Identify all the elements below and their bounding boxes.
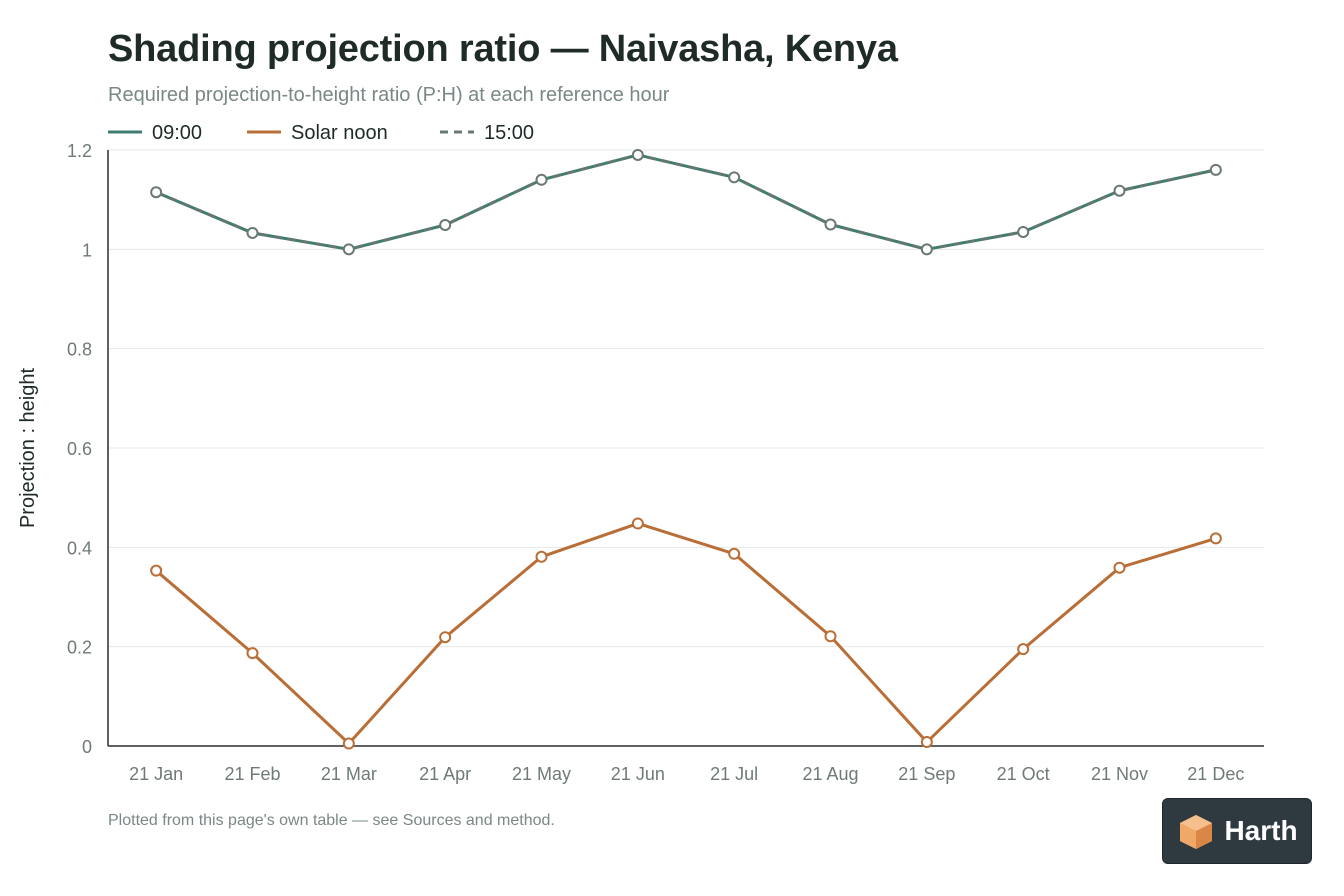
y-tick-label: 0.6 bbox=[67, 439, 92, 459]
data-point bbox=[631, 148, 644, 161]
data-point bbox=[920, 243, 933, 256]
gridlines bbox=[108, 149, 1264, 648]
data-point bbox=[150, 186, 163, 199]
x-tick-label: 21 Nov bbox=[1091, 764, 1148, 784]
x-tick-label: 21 Jul bbox=[710, 764, 758, 784]
legend-label: 09:00 bbox=[152, 122, 202, 144]
data-point bbox=[1209, 532, 1222, 545]
y-tick-label: 0 bbox=[82, 737, 92, 757]
y-tick-labels: 0 0.2 0.4 0.6 0.8 1 1.2 bbox=[67, 141, 92, 757]
x-tick-labels: 21 Jan 21 Feb 21 Mar 21 Apr 21 May 21 Jun 21 J… bbox=[129, 764, 1244, 784]
x-tick-label: 21 May bbox=[512, 764, 571, 784]
brand-badge[interactable]: Harth bbox=[1162, 798, 1312, 864]
data-point bbox=[1209, 163, 1222, 176]
axes bbox=[107, 150, 1264, 747]
y-tick-label: 0.4 bbox=[67, 538, 92, 558]
data-point bbox=[1113, 184, 1126, 197]
data-point bbox=[1017, 643, 1030, 656]
legend-label: 15:00 bbox=[484, 122, 534, 144]
house-cube-icon bbox=[1180, 815, 1213, 849]
data-point bbox=[342, 737, 355, 750]
data-point bbox=[728, 547, 741, 560]
x-tick-label: 21 Apr bbox=[419, 764, 471, 784]
series-layer bbox=[150, 148, 1222, 750]
x-tick-label: 21 Aug bbox=[802, 764, 858, 784]
data-point bbox=[439, 218, 452, 231]
x-tick-label: 21 Jan bbox=[129, 764, 183, 784]
data-point bbox=[342, 243, 355, 256]
y-tick-label: 1.2 bbox=[67, 141, 92, 161]
data-point bbox=[920, 736, 933, 749]
data-point bbox=[728, 171, 741, 184]
data-point bbox=[439, 631, 452, 644]
x-tick-label: 21 Jun bbox=[611, 764, 665, 784]
data-point bbox=[535, 173, 548, 186]
series-line bbox=[155, 153, 1217, 251]
data-point bbox=[246, 647, 259, 660]
series-line bbox=[155, 521, 1217, 746]
y-tick-label: 0.2 bbox=[67, 638, 92, 658]
y-tick-label: 1 bbox=[82, 240, 92, 260]
x-tick-label: 21 Mar bbox=[321, 764, 377, 784]
chart-title: Shading projection ratio — Naivasha, Ken… bbox=[108, 28, 898, 70]
data-point bbox=[246, 226, 259, 239]
x-tick-label: 21 Oct bbox=[997, 764, 1050, 784]
data-point bbox=[1017, 225, 1030, 238]
data-point bbox=[535, 550, 548, 563]
y-axis-label: Projection : height bbox=[17, 368, 39, 529]
chart-subtitle: Required projection-to-height ratio (P:H… bbox=[108, 84, 670, 106]
data-point bbox=[631, 517, 644, 530]
x-tick-label: 21 Dec bbox=[1187, 764, 1244, 784]
source-note: Plotted from this page's own table — see… bbox=[108, 812, 555, 829]
x-tick-label: 21 Feb bbox=[224, 764, 280, 784]
series-line bbox=[155, 153, 1217, 251]
y-tick-label: 0.8 bbox=[67, 340, 92, 360]
data-point bbox=[824, 630, 837, 643]
data-point bbox=[150, 564, 163, 577]
brand-name: Harth bbox=[1224, 815, 1298, 846]
legend-label: Solar noon bbox=[291, 122, 388, 144]
x-tick-label: 21 Sep bbox=[898, 764, 955, 784]
data-point bbox=[1113, 561, 1126, 574]
data-point bbox=[824, 218, 837, 231]
legend: 09:00 Solar noon 15:00 bbox=[108, 122, 534, 144]
